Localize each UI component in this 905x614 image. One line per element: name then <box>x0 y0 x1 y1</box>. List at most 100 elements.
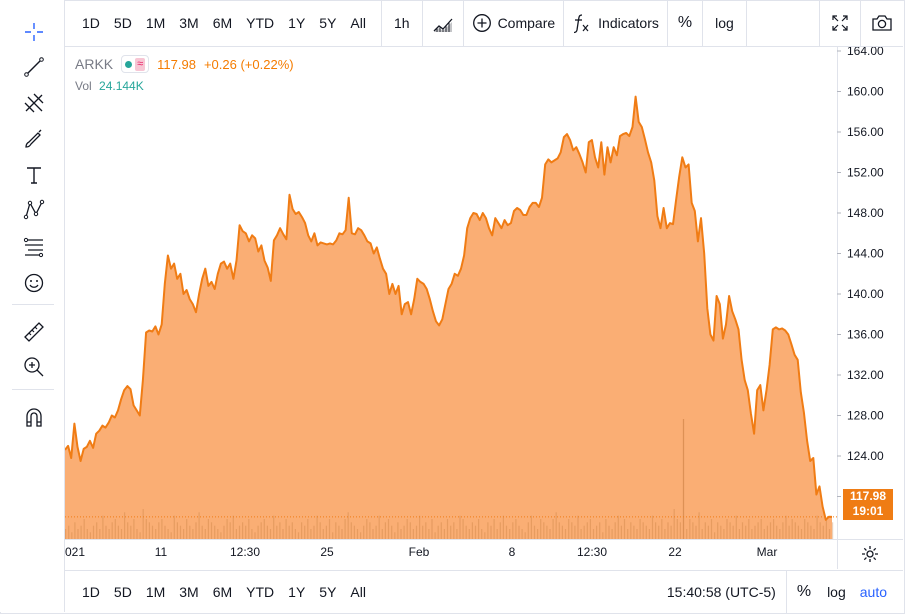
compare-button[interactable]: Compare <box>464 0 564 46</box>
volume-bar <box>391 525 393 539</box>
volume-bar <box>419 515 421 539</box>
volume-bar <box>381 529 383 539</box>
compare-label: Compare <box>497 15 556 31</box>
volume-bar <box>282 529 284 539</box>
auto-scale-toggle[interactable]: auto <box>859 584 887 600</box>
crosshair-icon[interactable] <box>20 18 48 46</box>
time-tick-label: 11 <box>155 545 168 559</box>
volume-bar <box>807 522 809 539</box>
clock[interactable]: 15:40:58 (UTC-5) <box>666 584 776 600</box>
ruler-icon[interactable] <box>20 318 48 346</box>
magnet-icon[interactable] <box>20 403 48 431</box>
bottom-range-ytd[interactable]: YTD <box>246 584 275 600</box>
time-tick-label: 25 <box>320 545 334 559</box>
zoom-in-icon[interactable] <box>20 353 48 381</box>
symbol-name[interactable]: ARKK <box>75 56 114 72</box>
volume-bar <box>207 519 209 539</box>
volume-bar <box>453 522 455 539</box>
volume-bar <box>328 519 331 539</box>
price-chart[interactable]: 164.00 160.00 156.00 152.00 148.00 144.00 140.… <box>65 47 903 569</box>
volume-bar <box>120 529 123 539</box>
emoji-icon[interactable] <box>20 269 48 297</box>
text-icon[interactable] <box>20 161 48 189</box>
bottom-range-all[interactable]: All <box>350 584 366 600</box>
fullscreen-button[interactable] <box>820 0 860 46</box>
volume-bar <box>673 509 675 539</box>
volume-bar <box>645 525 647 539</box>
volume-bar <box>800 529 803 539</box>
bottom-range-3m[interactable]: 3M <box>179 584 199 600</box>
volume-bar <box>471 522 473 539</box>
brush-icon[interactable] <box>20 125 48 153</box>
range-1d[interactable]: 1D <box>82 15 100 31</box>
bottom-range-1y[interactable]: 1Y <box>288 584 306 600</box>
volume-bar <box>127 522 129 539</box>
volume-bar <box>502 515 504 539</box>
volume-bar <box>751 529 753 539</box>
price-line <box>65 95 833 521</box>
range-all[interactable]: All <box>350 15 366 31</box>
bottom-percent-toggle[interactable]: % <box>796 583 812 600</box>
volume-bar <box>596 525 598 539</box>
volume-bar <box>111 522 113 539</box>
bottom-range-5y[interactable]: 5Y <box>319 584 337 600</box>
bottom-toolbar: 1D 5D 1M 3M 6M YTD 1Y 5Y All 15:40:58 (U… <box>65 570 903 613</box>
volume-bar <box>797 525 799 539</box>
volume-bar <box>540 519 542 539</box>
screenshot-button[interactable] <box>861 0 903 46</box>
volume-bar <box>679 522 681 539</box>
bottom-log-toggle[interactable]: log <box>827 584 846 600</box>
fib-icon[interactable] <box>20 233 48 261</box>
volume-bar <box>151 525 154 539</box>
volume-bar <box>825 519 827 539</box>
volume-bar <box>276 525 278 539</box>
bottom-range-5d[interactable]: 5D <box>113 584 132 600</box>
volume-bar <box>257 525 259 539</box>
market-status-badge[interactable]: ≈ <box>121 55 150 73</box>
range-5d[interactable]: 5D <box>113 15 132 31</box>
volume-bar <box>347 512 349 539</box>
volume-bar <box>710 519 713 539</box>
volume-bar <box>158 522 160 539</box>
volume-bar <box>639 519 641 539</box>
volume-bar <box>83 519 85 539</box>
range-5y[interactable]: 5Y <box>319 15 337 31</box>
trend-line-icon[interactable] <box>20 53 48 81</box>
interval-button[interactable]: 1h <box>393 15 410 31</box>
chart-style-button[interactable] <box>423 0 463 46</box>
price-change: +0.26 (+0.22%) <box>203 56 294 72</box>
volume-bar <box>344 519 346 539</box>
volume-bar <box>627 529 629 539</box>
volume-bar <box>670 525 672 539</box>
bottom-range-6m[interactable]: 6M <box>212 584 233 600</box>
volume-bar <box>366 519 368 539</box>
range-3m[interactable]: 3M <box>179 15 199 31</box>
bottom-range-1d[interactable]: 1D <box>82 584 100 600</box>
pattern-icon[interactable] <box>20 196 48 224</box>
volume-bar <box>555 512 557 539</box>
volume-bar <box>592 529 595 539</box>
volume-bar <box>372 529 374 539</box>
volume-bar <box>394 532 396 539</box>
volume-bar <box>484 532 486 539</box>
log-toggle[interactable]: log <box>715 15 734 31</box>
range-1m[interactable]: 1M <box>145 15 166 31</box>
volume-bar <box>611 529 613 539</box>
bottom-range-1m[interactable]: 1M <box>145 584 166 600</box>
chart-pane[interactable]: 164.00 160.00 156.00 152.00 148.00 144.00 140.… <box>65 47 903 569</box>
volume-bar <box>602 532 604 539</box>
percent-toggle[interactable]: % <box>677 14 693 31</box>
time-tick-label: Mar <box>757 545 778 559</box>
volume-bar <box>692 522 694 539</box>
settings-button[interactable] <box>860 544 880 567</box>
range-ytd[interactable]: YTD <box>246 15 275 31</box>
volume-bar <box>400 529 402 539</box>
range-6m[interactable]: 6M <box>212 15 233 31</box>
range-1y[interactable]: 1Y <box>288 15 306 31</box>
volume-bar <box>701 529 703 539</box>
pitchfork-icon[interactable] <box>20 89 48 117</box>
volume-bar <box>341 529 343 539</box>
indicators-button[interactable]: Indicators <box>564 0 667 46</box>
volume-bar <box>316 515 318 539</box>
volume-bar <box>633 525 635 539</box>
